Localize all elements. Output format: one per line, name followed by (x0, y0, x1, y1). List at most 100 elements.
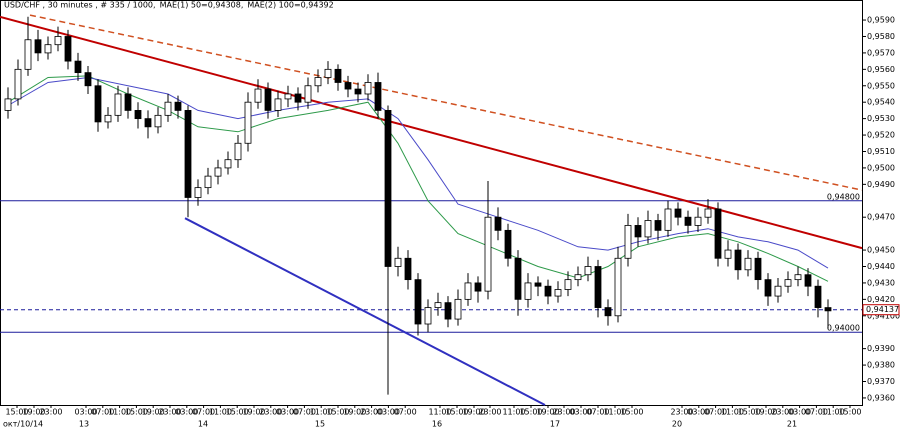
candle-body (624, 225, 632, 259)
x-tick-label: 19:00 (343, 408, 366, 417)
candle-body (184, 110, 192, 198)
y-tick-label: 0,9520 (867, 131, 895, 140)
chart-title: USD/CHF , 30 minutes , # 335 / 1000, (4, 1, 156, 10)
legend-entry: MAE(1) 50=0,94308, (160, 1, 244, 10)
candle-body (264, 88, 272, 111)
candle-body (684, 216, 692, 226)
candle-body (54, 36, 62, 46)
candle-body (414, 279, 422, 325)
candle-body (794, 274, 802, 281)
candle-body (534, 282, 542, 287)
candle-body (34, 39, 42, 54)
x-tick-label: 07:00 (704, 408, 727, 417)
y-tick-label: 0,9590 (867, 16, 895, 25)
x-tick-label: 19:00 (462, 408, 485, 417)
candle-body (144, 118, 152, 128)
candle-body (584, 266, 592, 276)
x-tick-label: 07:00 (293, 408, 316, 417)
candle-body (664, 208, 672, 231)
y-tick-label: 0,9440 (867, 262, 895, 271)
x-tick-label: 11:00 (721, 408, 744, 417)
candle-body (434, 302, 442, 308)
candle-body (224, 159, 232, 169)
x-tick-label: 03:00 (687, 408, 710, 417)
y-tick-label: 0,9420 (867, 295, 895, 304)
date-tick-label: 21 (787, 420, 797, 429)
x-tick-label: 23:00 (259, 408, 282, 417)
x-tick-label: 15:00 (519, 408, 542, 417)
plot-frame (0, 0, 863, 406)
candle-body (334, 68, 342, 83)
x-tick-label: 03:00 (569, 408, 592, 417)
candle-body (344, 82, 352, 90)
x-tick-label: 07:00 (586, 408, 609, 417)
candle-body (354, 88, 362, 95)
candle-body (754, 257, 762, 281)
x-tick-label: 23:00 (360, 408, 383, 417)
candle-body (134, 110, 142, 120)
y-tick-label: 0,9560 (867, 65, 895, 74)
candle-body (554, 289, 562, 297)
y-tick-label: 0,9370 (867, 377, 895, 386)
candle-body (574, 274, 582, 281)
candle-body (744, 257, 752, 271)
x-tick-label: 15:00 (125, 408, 148, 417)
level-label-box (862, 304, 900, 316)
candle-body (444, 302, 452, 320)
candle-body (594, 266, 602, 308)
candle-body (304, 85, 312, 103)
x-tick-label: 11:00 (310, 408, 333, 417)
x-tick-label: 03:00 (74, 408, 97, 417)
candle-body (804, 274, 812, 287)
candle-body (474, 282, 482, 292)
candle-body (654, 220, 662, 231)
x-tick-label: 07:00 (192, 408, 215, 417)
candle-body (634, 225, 642, 238)
x-tick-label: 23:00 (771, 408, 794, 417)
candle-body (454, 298, 462, 320)
y-tick-label: 0,9550 (867, 81, 895, 90)
x-tick-label: 23:00 (552, 408, 575, 417)
y-tick-label: 0,9500 (867, 163, 895, 172)
y-tick-label: 0,9580 (867, 32, 895, 41)
x-tick-label: 03:00 (175, 408, 198, 417)
candle-body (784, 279, 792, 287)
y-tick-label: 0,9360 (867, 393, 895, 402)
candle-body (64, 36, 72, 62)
legend-entry: MAE(2) 100=0,94392 (247, 1, 333, 10)
x-tick-label: 15:00 (326, 408, 349, 417)
candle-body (504, 229, 512, 259)
y-tick-label: 0,9490 (867, 180, 895, 189)
date-tick-label: 14 (198, 420, 208, 429)
candle-body (614, 257, 622, 317)
x-tick-label: 07:00 (91, 408, 114, 417)
candle-body (84, 72, 92, 87)
x-tick-label: 03:00 (276, 408, 299, 417)
x-tick-label: 11:00 (209, 408, 232, 417)
trend-line (29, 14, 863, 191)
candle-body (544, 285, 552, 297)
candle-body (524, 282, 532, 300)
x-tick-label: 03:00 (377, 408, 400, 417)
candle-body (564, 279, 572, 290)
candle-body (274, 98, 282, 111)
candle-body (74, 60, 82, 74)
y-tick-label: 0,9540 (867, 98, 895, 107)
candle-body (674, 208, 682, 218)
x-tick-label: 07:00 (394, 408, 417, 417)
x-tick-label: 23:00 (670, 408, 693, 417)
candle-body (234, 142, 242, 161)
x-tick-label: 11:00 (108, 408, 131, 417)
candle-body (154, 114, 162, 128)
candle-body (384, 110, 392, 267)
candle-body (124, 93, 132, 111)
candle-body (164, 101, 172, 116)
date-tick-label: 13 (79, 420, 89, 429)
candle-body (484, 216, 492, 292)
x-tick-label: 23:00 (39, 408, 62, 417)
x-tick-label: 15:00 (445, 408, 468, 417)
candle-body (44, 44, 52, 54)
candle-body (294, 93, 302, 103)
level-label: 0,94000 (827, 324, 860, 333)
